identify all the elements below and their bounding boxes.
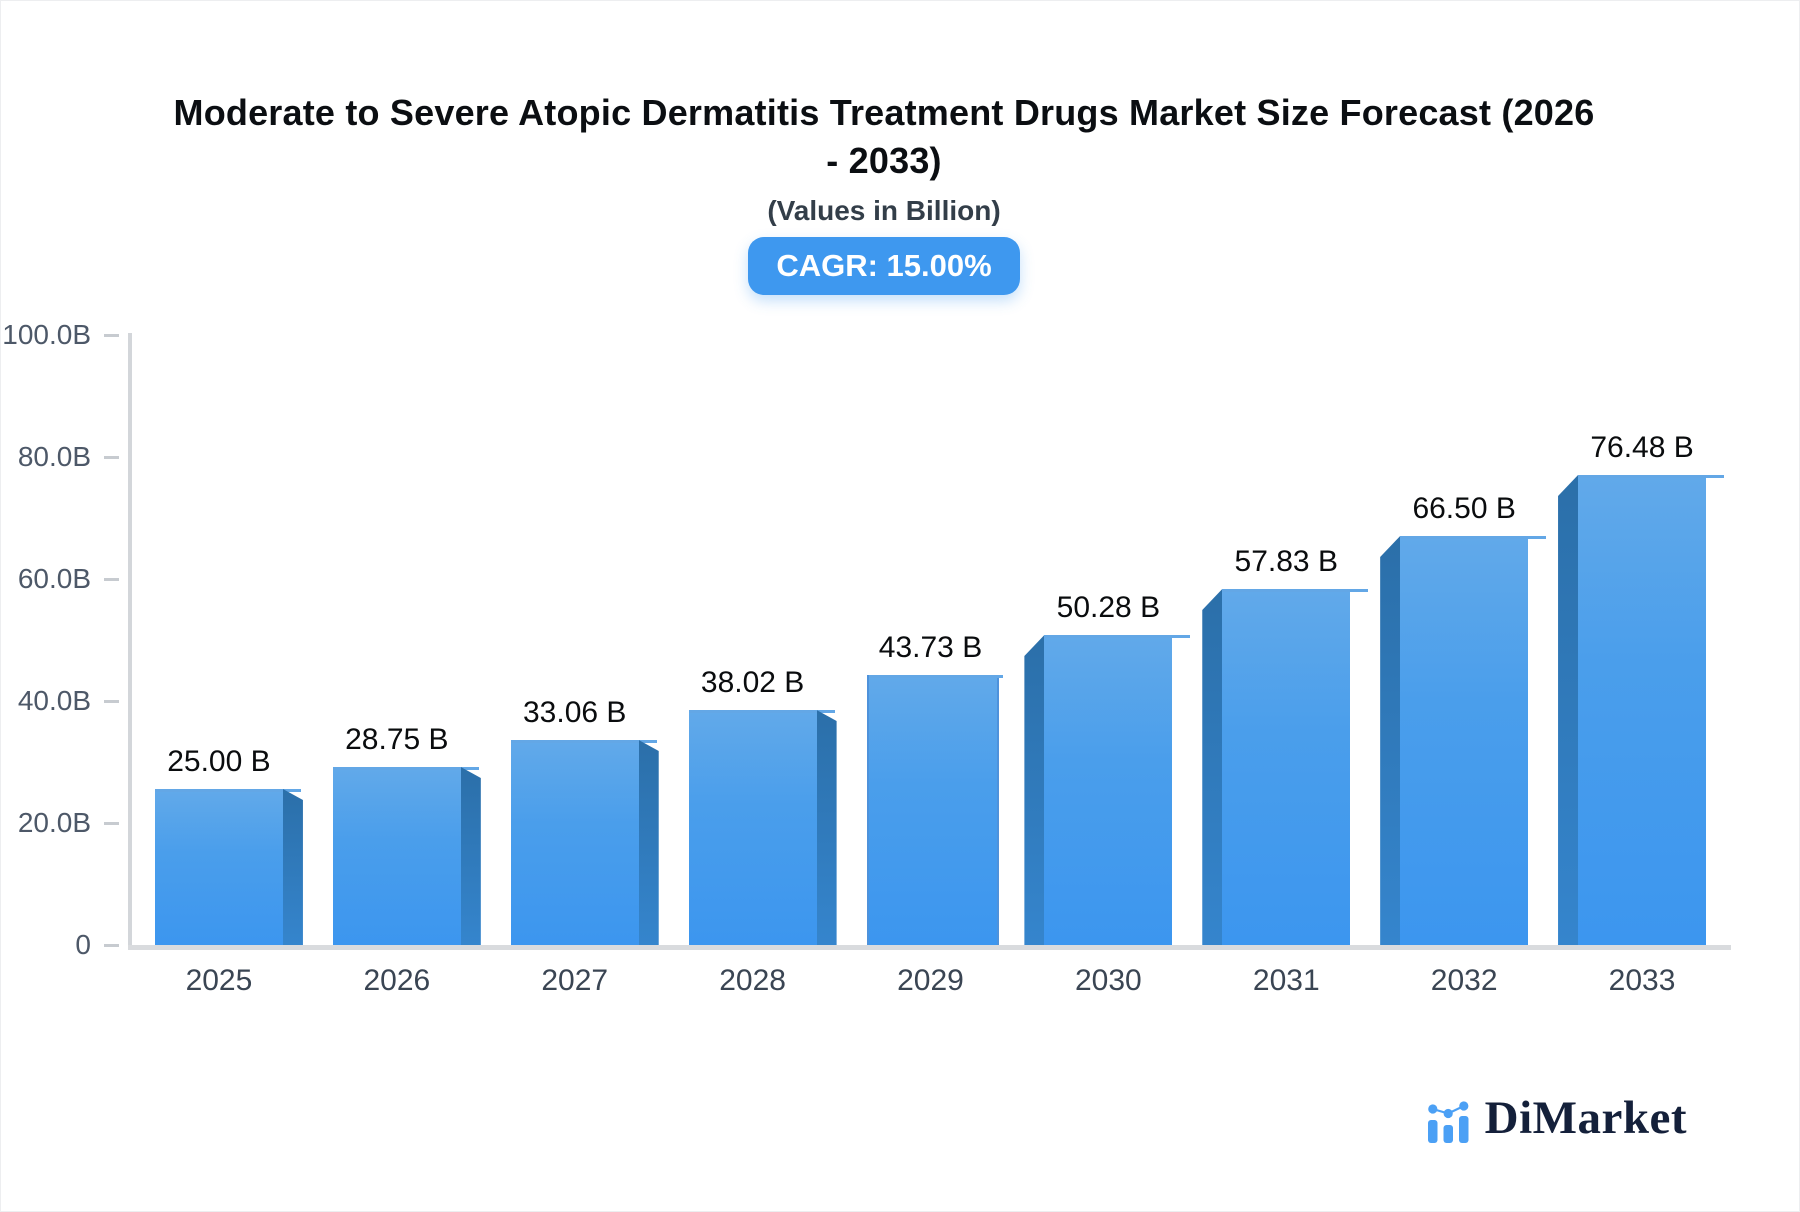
bar-value-label: 57.83 B xyxy=(1234,545,1338,578)
bar-2027 xyxy=(510,740,657,945)
dimarket-logo[interactable]: DiMarket xyxy=(1426,1092,1687,1144)
bar-2032 xyxy=(1400,536,1547,945)
x-axis-label: 2030 xyxy=(1075,964,1142,997)
chart-subtitle: (Values in Billion) xyxy=(767,195,1001,226)
chart-header: Moderate to Severe Atopic Dermatitis Tre… xyxy=(1,89,1767,295)
y-axis-label: 60.0B xyxy=(17,563,91,594)
x-axis-label: 2031 xyxy=(1252,964,1320,997)
dimarket-logo-text: DiMarket xyxy=(1484,1092,1687,1144)
bar-value-label: 33.06 B xyxy=(523,696,627,729)
bar-2031 xyxy=(1222,589,1369,945)
bar-2029 xyxy=(866,675,1003,945)
y-axis-line xyxy=(128,333,132,947)
bar-value-label: 38.02 B xyxy=(700,666,805,699)
y-axis-tick xyxy=(104,944,119,947)
dimarket-logo-icon xyxy=(1427,1101,1469,1143)
bars-plot-area xyxy=(1,1,1799,945)
y-axis-tick xyxy=(104,578,119,581)
y-axis-label: 0 xyxy=(75,929,91,960)
y-axis-tick xyxy=(104,822,119,825)
y-axis-tick xyxy=(104,456,119,459)
bar-2028 xyxy=(688,710,835,945)
bar-value-label: 25.00 B xyxy=(167,745,271,778)
y-axis-tick xyxy=(104,334,119,337)
y-axis-tick xyxy=(104,700,119,703)
bar-value-label: 50.28 B xyxy=(1056,591,1161,624)
cagr-badge: CAGR: 15.00% xyxy=(748,237,1020,295)
bar-2025 xyxy=(154,789,301,945)
y-axis-label: 20.0B xyxy=(17,807,91,838)
bar-value-label: 43.73 B xyxy=(878,631,983,664)
x-axis-label: 2027 xyxy=(541,964,609,997)
bar-2026 xyxy=(332,767,479,945)
y-axis-label: 100.0B xyxy=(2,319,91,350)
x-axis-label: 2029 xyxy=(897,964,964,997)
bar-2033 xyxy=(1578,475,1725,945)
bar-2030 xyxy=(1044,635,1191,945)
x-axis-label: 2028 xyxy=(719,964,786,997)
bar-value-label: 76.48 B xyxy=(1590,431,1694,464)
chart-title: Moderate to Severe Atopic Dermatitis Tre… xyxy=(173,92,1595,181)
y-axis-label: 80.0B xyxy=(17,441,91,472)
bar-value-label: 28.75 B xyxy=(345,723,449,756)
x-axis-label: 2033 xyxy=(1608,964,1676,997)
x-axis-label: 2032 xyxy=(1430,964,1498,997)
x-axis-line xyxy=(128,945,1731,950)
y-axis-label: 40.0B xyxy=(17,685,91,716)
x-axis-label: 2025 xyxy=(185,964,253,997)
bar-value-label: 66.50 B xyxy=(1412,492,1516,525)
x-axis-label: 2026 xyxy=(363,964,431,997)
